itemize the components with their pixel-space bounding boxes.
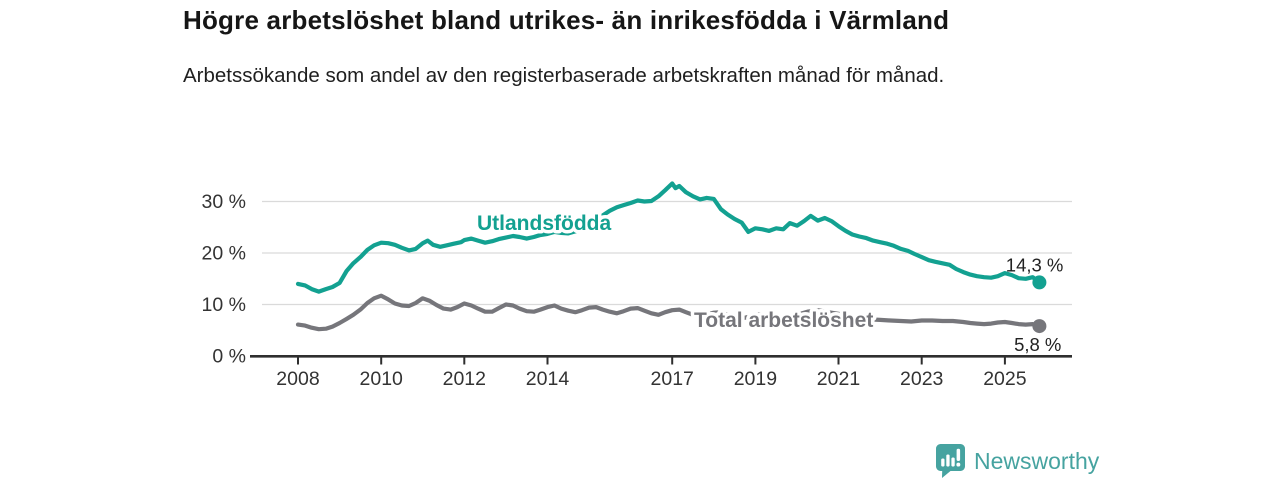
series-end-dot-total-arbetsl-shet bbox=[1032, 319, 1047, 334]
series-label-utlandsf-dda: Utlandsfödda bbox=[477, 212, 611, 235]
newsworthy-logo-icon bbox=[936, 444, 965, 478]
x-axis-tick-label: 2025 bbox=[983, 368, 1027, 390]
x-axis-tick-label: 2008 bbox=[276, 368, 319, 390]
series-line-total-arbetsl-shet bbox=[295, 293, 1042, 332]
x-axis-tick-label: 2017 bbox=[651, 368, 694, 390]
y-axis-tick-label: 20 % bbox=[202, 243, 246, 265]
x-axis-tick-label: 2014 bbox=[526, 368, 570, 390]
x-axis-tick-label: 2010 bbox=[360, 368, 404, 390]
series-line-utlandsf-dda bbox=[295, 181, 1042, 294]
x-axis-tick-label: 2023 bbox=[900, 368, 943, 390]
page-subtitle: Arbetssökande som andel av den registerb… bbox=[183, 64, 945, 87]
x-axis-tick-label: 2021 bbox=[817, 368, 860, 390]
page-title: Högre arbetslöshet bland utrikes- än inr… bbox=[183, 5, 950, 35]
newsworthy-logo-text: Newsworthy bbox=[974, 447, 1100, 474]
x-axis-tick-label: 2012 bbox=[443, 368, 486, 390]
newsworthy-logo[interactable]: Newsworthy bbox=[936, 444, 1099, 478]
series-end-value-utlandsf-dda: 14,3 % bbox=[1006, 254, 1064, 275]
y-axis-tick-label: 10 % bbox=[202, 294, 246, 316]
y-axis-tick-label: 30 % bbox=[202, 191, 246, 213]
series-end-dot-utlandsf-dda bbox=[1032, 275, 1047, 290]
x-axis-tick-label: 2019 bbox=[734, 368, 777, 390]
series-end-value-total-arbetsl-shet: 5,8 % bbox=[1014, 334, 1061, 355]
y-axis-tick-label: 0 % bbox=[212, 346, 246, 368]
series-label-total-arbetsl-shet: Total arbetslöshet bbox=[694, 309, 873, 332]
